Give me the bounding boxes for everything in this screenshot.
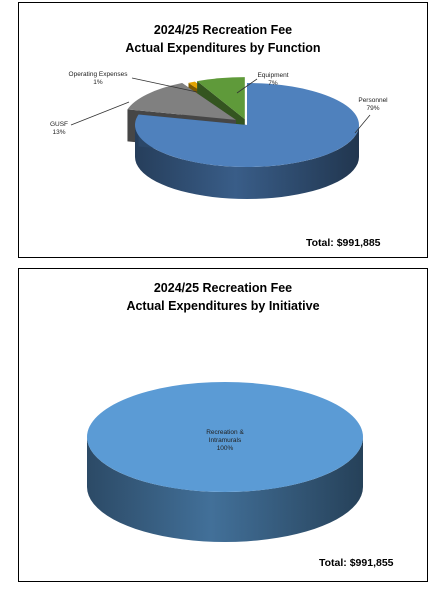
chart-function-total: Total: $991,885 <box>306 237 381 249</box>
slice-percent-operating-expenses: 1% <box>93 79 103 86</box>
leader-line-gusf <box>70 101 130 126</box>
leader-line-operating-expenses <box>131 77 198 93</box>
leader-line-personnel <box>354 114 371 134</box>
chart-initiative-title-line2: Actual Expenditures by Initiative <box>126 299 320 313</box>
leader-line-equipment <box>236 78 258 94</box>
chart-function-title-line2: Actual Expenditures by Function <box>125 41 321 55</box>
slice-percent-equipment: 7% <box>268 80 278 87</box>
slice-label-line2: Intramurals <box>209 437 242 444</box>
chart-function-title: 2024/25 Recreation Fee Actual Expenditur… <box>19 21 427 57</box>
slice-label-operating-expenses: Operating Expenses <box>69 71 129 78</box>
slice-label-personnel: Personnel <box>358 97 388 104</box>
chart-initiative-panel: 2024/25 Recreation Fee Actual Expenditur… <box>18 268 428 582</box>
slice-label-line1: Recreation & <box>206 429 244 436</box>
chart-initiative-title-line1: 2024/25 Recreation Fee <box>153 281 293 295</box>
slice-percent: 100% <box>217 445 234 452</box>
slice-label-gusf: GUSF <box>50 121 68 128</box>
pie-slice-personnel <box>135 83 359 199</box>
chart-initiative-title: 2024/25 Recreation Fee Actual Expenditur… <box>19 279 427 315</box>
chart-function-panel: 2024/25 Recreation Fee Actual Expenditur… <box>18 2 428 258</box>
slice-label-equipment: Equipment <box>257 72 288 79</box>
pie-slice-recreation-intramurals <box>87 382 363 542</box>
chart-function-title-line1: 2024/25 Recreation Fee <box>153 23 293 37</box>
slice-percent-gusf: 13% <box>52 129 65 136</box>
chart-initiative-total: Total: $991,855 <box>319 557 394 569</box>
slice-percent-personnel: 79% <box>366 105 379 112</box>
